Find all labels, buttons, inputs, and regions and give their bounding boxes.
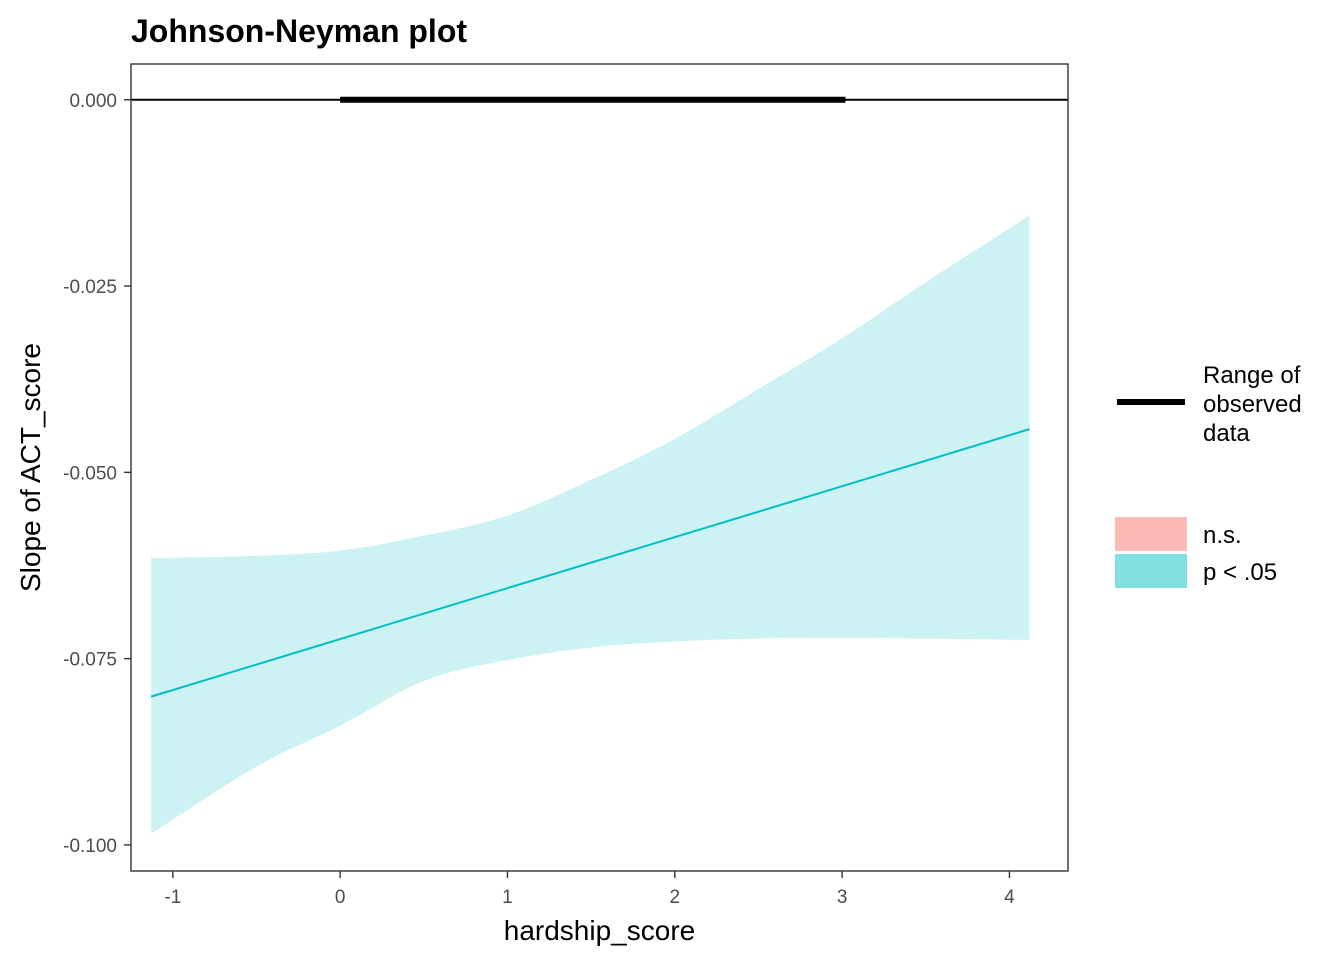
- plot-panel: [131, 64, 1068, 871]
- x-tick-label: 0: [335, 887, 346, 908]
- confidence-band: [151, 215, 1030, 834]
- y-tick-label: -0.050: [63, 463, 117, 484]
- legend: Range of observed data n.s. p < .05: [1115, 362, 1302, 588]
- y-tick-label: -0.075: [63, 650, 117, 671]
- legend-range-label: Range of observed data: [1203, 362, 1302, 447]
- x-tick-label: 1: [502, 887, 513, 908]
- x-axis: -1 0 1 2 3 4: [164, 871, 1015, 908]
- legend-fill-label: n.s.: [1203, 522, 1242, 549]
- chart-title: Johnson-Neyman plot: [131, 13, 467, 49]
- x-tick-label: 3: [837, 887, 848, 908]
- y-axis-title: Slope of ACT_score: [15, 343, 46, 592]
- slope-line: [150, 428, 1030, 698]
- x-tick-label: 4: [1004, 887, 1015, 908]
- legend-fill-label: p < .05: [1203, 559, 1277, 586]
- legend-swatch: [1115, 517, 1187, 551]
- x-tick-label: -1: [164, 887, 181, 908]
- legend-swatch: [1115, 554, 1187, 588]
- y-tick-label: -0.025: [63, 277, 117, 298]
- x-axis-title: hardship_score: [504, 915, 695, 946]
- y-tick-label: 0.000: [69, 91, 117, 112]
- x-tick-label: 2: [670, 887, 681, 908]
- y-axis: 0.000 -0.025 -0.050 -0.075 -0.100: [63, 91, 131, 857]
- y-tick-label: -0.100: [63, 836, 117, 857]
- plot-panel-border: [130, 63, 1069, 872]
